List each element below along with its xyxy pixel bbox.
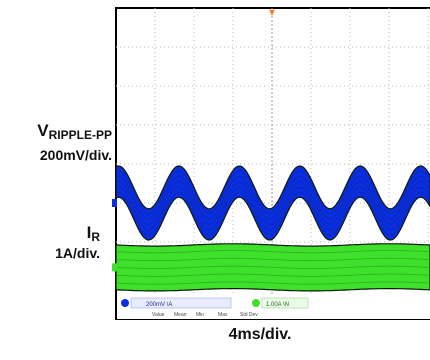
- texture-line: [115, 186, 429, 231]
- trigger-marker: [269, 10, 275, 16]
- oscilloscope-plot: 200mV \A 1.00A \N Value Mean Min Max Std Dev: [112, 7, 430, 320]
- time-scale-label: 4ms/div.: [228, 326, 292, 343]
- inductor-current-label: IR: [0, 223, 100, 244]
- ripple-texture: [115, 170, 429, 236]
- texture-line: [115, 170, 429, 214]
- inductor-current-label-sub: R: [91, 230, 100, 244]
- texture-line: [115, 273, 429, 277]
- status-column-label: Value: [152, 312, 165, 318]
- current-texture: [115, 250, 429, 285]
- inductor-current-label-main: I: [86, 223, 92, 242]
- texture-line: [115, 175, 429, 220]
- status-column-label: Std Dev: [240, 312, 258, 318]
- inductor-current-scale: 1A/div.: [55, 245, 100, 261]
- ch1-marker: [112, 199, 117, 207]
- status-column-label: Min: [196, 312, 204, 318]
- texture-line: [115, 265, 429, 269]
- ch1-status-dot: [121, 299, 129, 307]
- texture-line: [115, 192, 429, 236]
- ripple-voltage-label-main: V: [37, 121, 49, 140]
- texture-line: [115, 281, 429, 285]
- ch1-status-box: [130, 297, 232, 309]
- ch2-marker: [112, 263, 117, 272]
- ch2-status-text: 1.00A \N: [266, 302, 289, 308]
- ch2-status-box: [261, 297, 309, 309]
- ripple-voltage-scale: 200mV/div.: [39, 147, 112, 163]
- status-column-label: Max: [218, 312, 228, 318]
- ch2-status-dot: [252, 299, 260, 307]
- status-column-label: Mean: [174, 312, 187, 318]
- texture-line: [115, 181, 429, 225]
- ripple-voltage-label: VRIPPLE-PP: [0, 121, 112, 142]
- texture-line: [115, 257, 429, 262]
- ch1-status-text: 200mV \A: [146, 302, 172, 308]
- ripple-voltage-label-sub: RIPPLE-PP: [48, 128, 112, 142]
- texture-line: [115, 250, 429, 254]
